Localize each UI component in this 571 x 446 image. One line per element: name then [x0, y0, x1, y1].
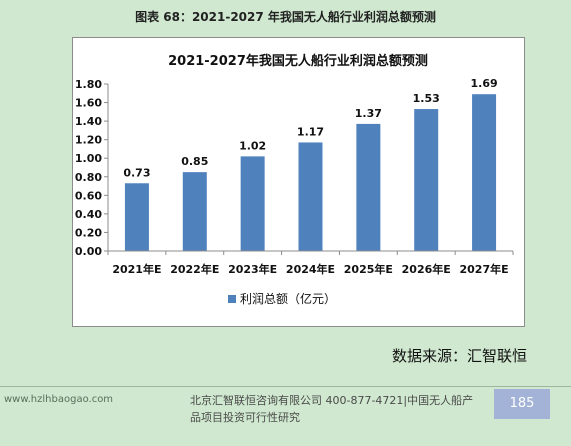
- x-tick-label: 2027年E: [460, 262, 509, 276]
- x-tick-label: 2024年E: [286, 262, 335, 276]
- x-tick-label: 2026年E: [402, 262, 451, 276]
- y-tick-label: 0.40: [75, 208, 102, 221]
- data-label: 0.73: [123, 166, 150, 179]
- x-tick-label: 2022年E: [170, 262, 219, 276]
- chart-title: 2021-2027年我国无人船行业利润总额预测: [168, 53, 428, 69]
- footer-company-line1: 北京汇智联恒咨询有限公司 400-877-4721|中国无人船产: [190, 394, 474, 407]
- data-label: 1.37: [355, 107, 382, 120]
- data-label: 1.69: [471, 77, 498, 90]
- footer-website: www.hzlhbaogao.com: [4, 394, 114, 405]
- y-tick-label: 1.60: [75, 97, 102, 110]
- x-tick-label: 2025年E: [344, 262, 393, 276]
- footer-divider: [0, 386, 571, 387]
- y-tick-label: 0.00: [75, 245, 102, 258]
- bar: [472, 94, 497, 251]
- y-tick-label: 0.20: [75, 226, 102, 239]
- y-tick-label: 1.20: [75, 134, 102, 147]
- data-label: 1.02: [239, 139, 266, 152]
- bar: [356, 123, 381, 251]
- y-tick-label: 0.60: [75, 189, 102, 202]
- chart-area: 2021-2027年我国无人船行业利润总额预测 0.00 0.20 0.40 0.60…: [72, 37, 525, 327]
- legend-label: 利润总额（亿元）: [240, 291, 336, 306]
- data-label: 1.17: [297, 125, 324, 138]
- legend-swatch: [228, 295, 236, 303]
- bar: [182, 172, 207, 251]
- figure-caption: 图表 68：2021-2027 年我国无人船行业利润总额预测: [135, 10, 436, 24]
- bar-chart: 2021-2027年我国无人船行业利润总额预测 0.00 0.20 0.40 0.60…: [75, 53, 514, 306]
- page-number: 185: [494, 389, 550, 419]
- bar: [124, 183, 149, 251]
- source-note: 数据来源：汇智联恒: [392, 347, 528, 365]
- x-tick-label: 2023年E: [228, 262, 277, 276]
- bar: [298, 142, 323, 251]
- bar: [414, 109, 439, 251]
- footer-company: 北京汇智联恒咨询有限公司 400-877-4721|中国无人船产 品项目投资可行…: [190, 392, 490, 426]
- bar: [240, 156, 265, 251]
- y-tick-label: 0.80: [75, 171, 102, 184]
- y-tick-label: 1.40: [75, 115, 102, 128]
- y-tick-label: 1.00: [75, 152, 102, 165]
- y-tick-label: 1.80: [75, 78, 102, 91]
- data-label: 1.53: [413, 92, 440, 105]
- x-tick-label: 2021年E: [112, 262, 161, 276]
- data-label: 0.85: [181, 155, 208, 168]
- footer-company-line2: 品项目投资可行性研究: [190, 411, 300, 424]
